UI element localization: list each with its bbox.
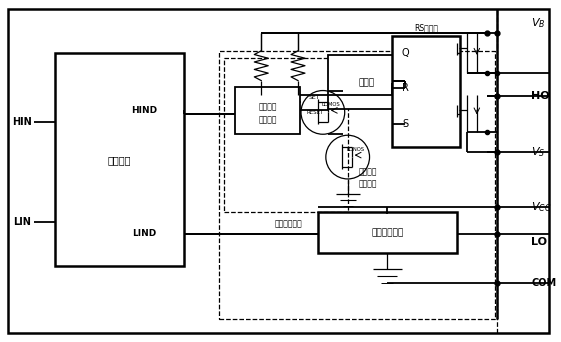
Text: 转换电路: 转换电路 — [358, 180, 377, 188]
Bar — [318, 212, 457, 253]
Text: 输入逻辑: 输入逻辑 — [108, 155, 131, 165]
Text: 缓冲器: 缓冲器 — [358, 78, 375, 87]
Text: LIND: LIND — [132, 229, 156, 238]
Bar — [219, 51, 495, 319]
Text: $V_S$: $V_S$ — [531, 145, 546, 159]
Bar — [223, 58, 348, 212]
Text: RESET: RESET — [306, 110, 324, 115]
Text: 高侧驱动电路: 高侧驱动电路 — [274, 219, 302, 228]
Text: LO: LO — [531, 237, 548, 247]
Text: HO: HO — [531, 91, 550, 101]
Text: R: R — [402, 82, 409, 93]
Text: LDMOS: LDMOS — [321, 102, 340, 107]
Text: LDNOS: LDNOS — [347, 147, 365, 152]
Text: $V_B$: $V_B$ — [531, 16, 546, 30]
Text: SET: SET — [309, 95, 321, 100]
Bar — [392, 36, 460, 147]
Text: 低侧驱动电路: 低侧驱动电路 — [371, 228, 403, 237]
Text: 边沿脉冲: 边沿脉冲 — [259, 102, 278, 111]
Text: LIN: LIN — [13, 217, 31, 227]
Bar — [236, 87, 300, 134]
Text: HIN: HIN — [12, 117, 32, 127]
Bar — [328, 55, 405, 109]
Bar — [54, 53, 184, 266]
Text: COM: COM — [531, 278, 557, 288]
Text: 产生电路: 产生电路 — [259, 116, 278, 125]
Text: 高压电平: 高压电平 — [358, 168, 377, 176]
Text: S: S — [402, 119, 408, 129]
Text: HIND: HIND — [131, 106, 157, 115]
Text: RS触发器: RS触发器 — [414, 24, 438, 32]
Text: $V_{CC}$: $V_{CC}$ — [531, 200, 552, 214]
Text: Q: Q — [402, 48, 409, 58]
